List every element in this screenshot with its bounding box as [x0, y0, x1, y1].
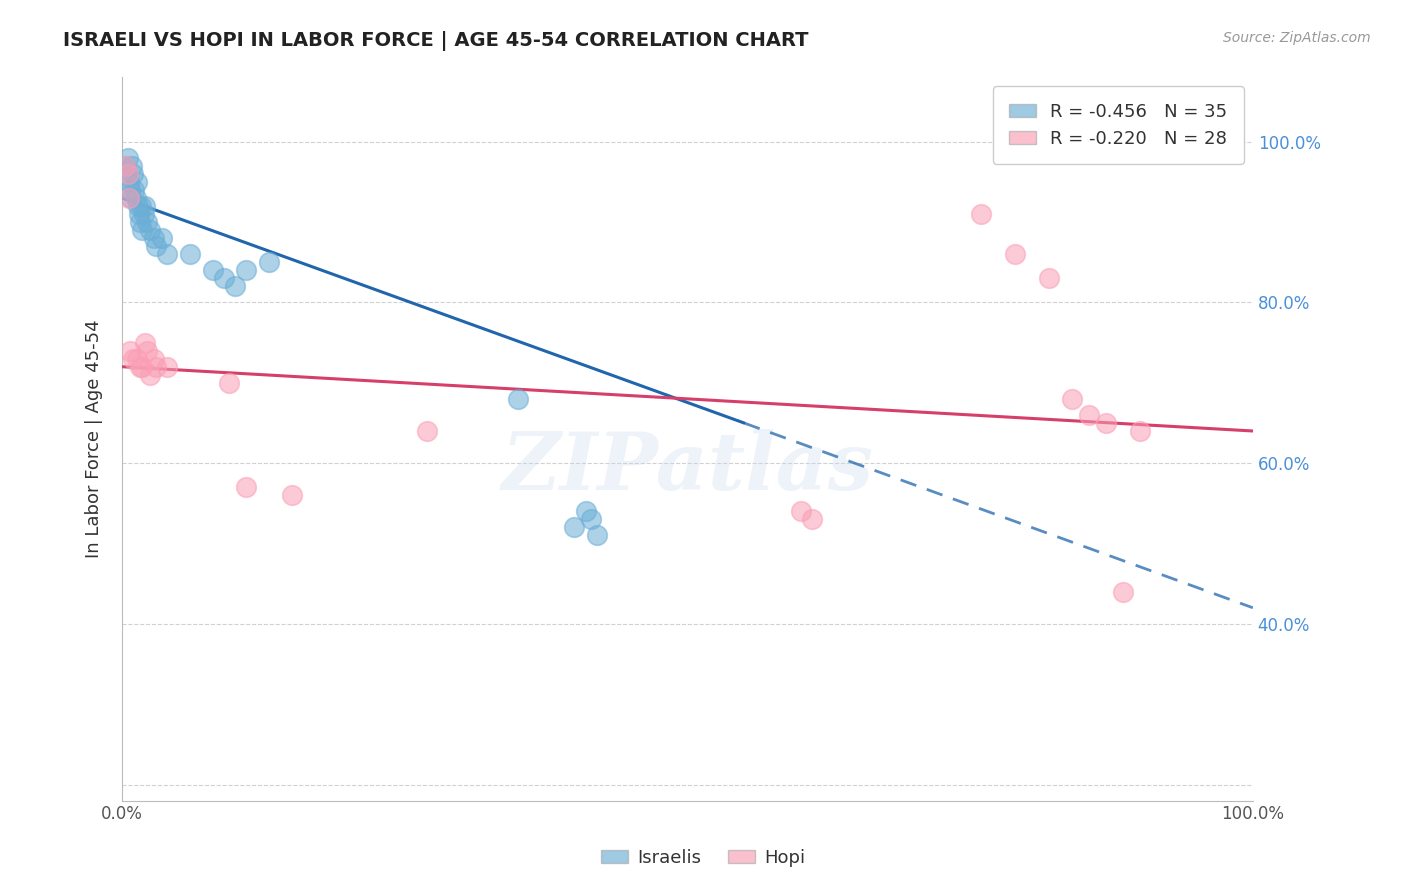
Point	[581, 512, 603, 526]
Point	[145, 359, 167, 374]
Point	[118, 175, 141, 189]
Point	[139, 368, 162, 382]
Point	[117, 151, 139, 165]
Point	[1095, 416, 1118, 430]
Legend: Israelis, Hopi: Israelis, Hopi	[593, 842, 813, 874]
Point	[117, 167, 139, 181]
Point	[124, 191, 146, 205]
Point	[257, 255, 280, 269]
Point	[789, 504, 811, 518]
Point	[142, 231, 165, 245]
Point	[131, 223, 153, 237]
Point	[125, 175, 148, 189]
Point	[179, 247, 201, 261]
Point	[129, 199, 152, 213]
Point	[114, 159, 136, 173]
Point	[131, 359, 153, 374]
Y-axis label: In Labor Force | Age 45-54: In Labor Force | Age 45-54	[86, 319, 103, 558]
Point	[118, 183, 141, 197]
Point	[212, 271, 235, 285]
Point	[145, 239, 167, 253]
Point	[416, 424, 439, 438]
Point	[201, 263, 224, 277]
Point	[1077, 408, 1099, 422]
Point	[142, 351, 165, 366]
Point	[122, 351, 145, 366]
Point	[575, 504, 598, 518]
Text: Source: ZipAtlas.com: Source: ZipAtlas.com	[1223, 31, 1371, 45]
Point	[129, 215, 152, 229]
Point	[129, 359, 152, 374]
Point	[235, 480, 257, 494]
Point	[127, 199, 149, 213]
Point	[122, 167, 145, 181]
Point	[134, 335, 156, 350]
Point	[1129, 424, 1152, 438]
Point	[224, 279, 246, 293]
Text: ZIPatlas: ZIPatlas	[502, 429, 873, 507]
Point	[132, 207, 155, 221]
Point	[118, 343, 141, 358]
Point	[118, 191, 141, 205]
Point	[970, 207, 993, 221]
Point	[564, 520, 586, 534]
Point	[136, 215, 159, 229]
Point	[1004, 247, 1026, 261]
Point	[115, 167, 138, 181]
Point	[235, 263, 257, 277]
Point	[139, 223, 162, 237]
Point	[124, 183, 146, 197]
Point	[136, 343, 159, 358]
Point	[128, 207, 150, 221]
Point	[125, 351, 148, 366]
Point	[280, 488, 302, 502]
Point	[120, 191, 142, 205]
Point	[218, 376, 240, 390]
Point	[506, 392, 529, 406]
Point	[1038, 271, 1060, 285]
Point	[1112, 584, 1135, 599]
Point	[156, 359, 179, 374]
Point	[800, 512, 823, 526]
Point	[150, 231, 173, 245]
Point	[156, 247, 179, 261]
Legend: R = -0.456   N = 35, R = -0.220   N = 28: R = -0.456 N = 35, R = -0.220 N = 28	[993, 87, 1244, 164]
Text: ISRAELI VS HOPI IN LABOR FORCE | AGE 45-54 CORRELATION CHART: ISRAELI VS HOPI IN LABOR FORCE | AGE 45-…	[63, 31, 808, 51]
Point	[586, 528, 609, 542]
Point	[121, 159, 143, 173]
Point	[114, 159, 136, 173]
Point	[134, 199, 156, 213]
Point	[1060, 392, 1083, 406]
